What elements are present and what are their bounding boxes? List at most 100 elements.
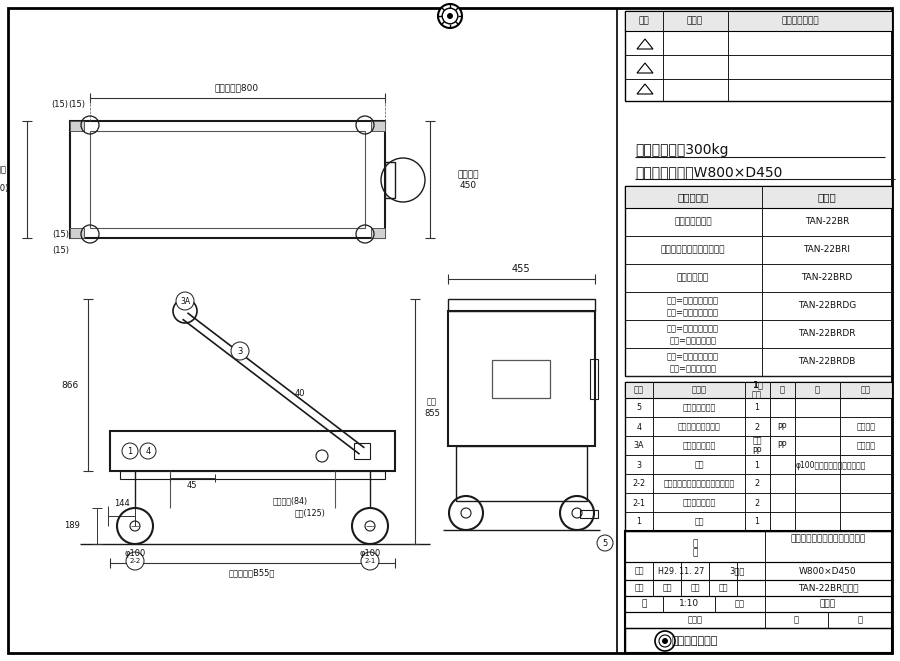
Text: (15): (15) [68,100,86,110]
Bar [625,186,892,376]
Circle shape [140,443,156,459]
Bar [625,580,892,596]
Text: PP: PP [778,442,787,451]
Text: 取手: 取手 [694,461,704,469]
Bar [371,121,385,131]
Text: 3: 3 [636,461,642,469]
Text: 855: 855 [424,410,440,418]
Circle shape [662,638,668,644]
Text: 図　番: 図 番 [688,615,703,625]
Text: 2-1: 2-1 [364,558,375,564]
Text: 脚部(125): 脚部(125) [294,508,326,518]
Text: 西: 西 [642,600,647,609]
Text: 1: 1 [754,403,760,412]
Text: 2-1: 2-1 [633,498,645,508]
Circle shape [122,443,138,459]
Text: ダークグレー: ダークグレー [677,274,709,282]
Text: フットブレーキ: フットブレーキ [682,403,716,412]
Text: 第: 第 [794,615,798,625]
Text: TAN-22BRタイプ: TAN-22BRタイプ [797,584,859,592]
Text: (15): (15) [52,229,69,239]
Text: 設計: 設計 [662,584,671,592]
Text: 3角法: 3角法 [729,566,744,576]
Text: 尺度: 尺度 [718,584,728,592]
Text: 1:10: 1:10 [679,600,699,609]
Text: 本体=パールホワイト: 本体=パールホワイト [667,325,719,334]
Text: 部品名: 部品名 [691,385,707,395]
Text: 3A: 3A [634,442,644,451]
Bar [70,228,84,238]
Text: 葉: 葉 [858,615,862,625]
Circle shape [438,4,462,28]
Text: 作成: 作成 [634,566,644,576]
Text: 日　付: 日 付 [687,17,703,26]
Text: 外観図: 外観図 [820,600,836,609]
Text: サカエグリーン: サカエグリーン [674,217,712,227]
Circle shape [447,13,453,19]
Text: 特製四輪車　フットブレーキ付: 特製四輪車 フットブレーキ付 [790,534,866,543]
Bar [120,471,385,479]
Text: 取手=サカエグリーン: 取手=サカエグリーン [667,308,719,317]
Text: 符号: 符号 [639,17,650,26]
Bar [448,311,595,446]
Text: 1: 1 [754,461,760,469]
Text: 株式会社サカエ: 株式会社サカエ [671,636,718,646]
Text: 455: 455 [512,264,530,274]
Text: 45: 45 [187,481,197,490]
Bar [625,382,892,531]
Text: 製図: 製図 [690,584,700,592]
Bar [448,299,595,311]
Text: 2: 2 [754,479,760,488]
Text: 材: 材 [779,385,785,395]
Text: H29. 11. 27: H29. 11. 27 [658,566,704,576]
Text: 本体: 本体 [694,518,704,527]
Text: ロック機(84): ロック機(84) [273,496,308,506]
Bar [492,360,550,398]
Text: TAN-22BRDB: TAN-22BRDB [798,358,856,366]
Text: 荷台寸法　800: 荷台寸法 800 [215,83,259,93]
Text: 1: 1 [636,518,642,527]
Circle shape [655,631,675,651]
Bar [110,431,395,471]
Text: 兑和
PP: 兑和 PP [752,436,761,455]
Bar [625,628,892,653]
Text: 称: 称 [692,548,698,557]
Text: 全高: 全高 [427,397,437,407]
Text: 取手=サカエレッド: 取手=サカエレッド [670,336,716,345]
Circle shape [231,342,249,360]
Text: 固定キャスター: 固定キャスター [682,498,716,508]
Circle shape [361,552,379,570]
Bar [625,531,892,562]
Text: 4: 4 [636,422,642,432]
Text: コーナークッション: コーナークッション [678,422,720,432]
Text: 4: 4 [146,446,150,455]
Text: TAN-22BRI: TAN-22BRI [804,245,850,254]
Bar [625,596,892,612]
Bar [90,131,365,228]
Text: 尺度: 尺度 [735,600,745,609]
Text: TAN-22BRDR: TAN-22BRDR [798,329,856,338]
Text: 変　更　内　容: 変 更 内 容 [781,17,819,26]
Text: グレー色: グレー色 [857,422,876,432]
Bar [625,11,892,101]
Bar [590,359,598,399]
Text: グレー色: グレー色 [857,442,876,451]
Bar [385,162,395,198]
Bar [625,382,892,398]
Text: 2-2: 2-2 [633,479,645,488]
Circle shape [176,292,194,310]
Text: 外形寸法（B55）: 外形寸法（B55） [229,568,275,578]
Bar [625,562,892,580]
Bar [625,531,892,653]
Text: 3: 3 [238,346,243,356]
Text: 40: 40 [295,389,305,397]
Text: 2: 2 [754,422,760,432]
Text: 2-2: 2-2 [130,558,140,564]
Text: 荷台寸法
450: 荷台寸法 450 [457,171,479,190]
Text: φ100: φ100 [124,549,146,557]
Text: 5: 5 [602,539,608,547]
Text: (15): (15) [52,247,69,256]
Text: 備考: 備考 [861,385,871,395]
Bar [371,228,385,238]
Text: 均等耗荷重：300kg: 均等耗荷重：300kg [635,143,728,157]
